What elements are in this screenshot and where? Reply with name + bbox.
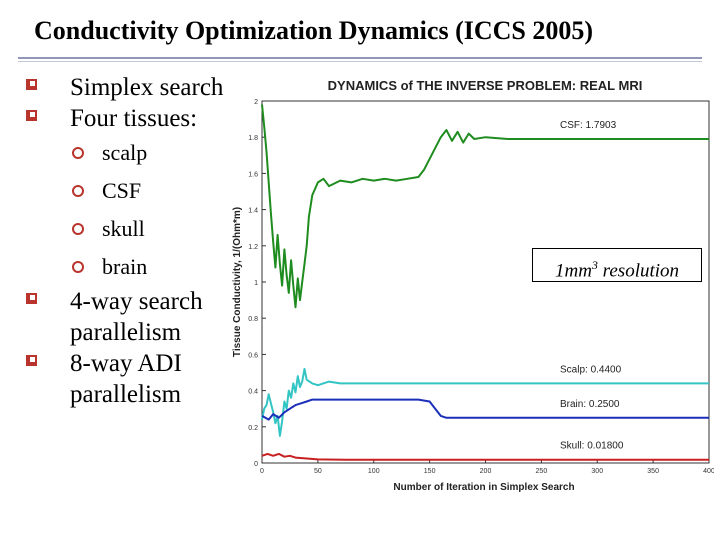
y-tick-label: 0.8	[248, 316, 258, 323]
bullet-text: Simplex search	[70, 74, 224, 101]
callout-text: 1mm	[554, 260, 592, 282]
bullet-text: 4-way search parallelism	[70, 288, 203, 346]
x-axis-label: Number of Iteration in Simplex Search	[393, 482, 574, 493]
y-tick-label: 1.8	[248, 135, 258, 142]
sub-bullet-item: scalp	[20, 134, 230, 172]
y-tick-label: 0.4	[248, 389, 258, 396]
sub-bullet-item: CSF	[20, 172, 230, 210]
bullet-item: Simplex search	[20, 72, 230, 103]
y-tick-label: 0.6	[248, 352, 258, 359]
conductivity-chart: DYNAMICS of THE INVERSE PROBLEM: REAL MR…	[232, 78, 714, 493]
series-line-scalp	[261, 367, 709, 437]
bullet-list: Simplex search Four tissues: scalp CSF s…	[20, 72, 230, 410]
bullet-item: 8-way ADI parallelism	[20, 348, 230, 410]
resolution-callout: 1mm3 resolution	[532, 248, 702, 282]
series-label-brain: Brain: 0.2500	[560, 399, 620, 410]
x-tick-label: 400	[703, 468, 714, 475]
y-axis-label: Tissue Conductivity, 1/(Ohm*m)	[232, 207, 243, 357]
square-bullet-icon	[26, 293, 37, 304]
square-bullet-icon	[26, 355, 37, 366]
bullet-item: 4-way search parallelism	[20, 286, 230, 348]
slide-title: Conductivity Optimization Dynamics (ICCS…	[34, 16, 594, 45]
callout-exponent: 3	[591, 258, 598, 272]
series-line-brain	[261, 398, 709, 421]
series-label-scalp: Scalp: 0.4400	[560, 364, 622, 375]
sub-bullet-text: skull	[102, 216, 145, 241]
y-tick-label: 1.4	[248, 208, 258, 215]
square-bullet-icon	[26, 79, 37, 90]
title-divider-shadow	[18, 61, 702, 62]
x-tick-label: 300	[591, 468, 603, 475]
series-line-skull	[261, 452, 709, 461]
y-tick-label: 1	[254, 280, 258, 287]
ring-bullet-icon	[72, 261, 84, 273]
x-tick-label: 200	[480, 468, 492, 475]
sub-bullet-text: scalp	[102, 140, 148, 165]
y-tick-label: 0.2	[248, 425, 258, 432]
sub-bullet-item: skull	[20, 210, 230, 248]
x-tick-label: 350	[647, 468, 659, 475]
x-tick-label: 50	[314, 468, 322, 475]
ring-bullet-icon	[72, 223, 84, 235]
y-tick-label: 2	[254, 99, 258, 106]
title-divider	[18, 57, 702, 59]
callout-suffix: resolution	[597, 260, 680, 282]
x-tick-label: 0	[260, 468, 264, 475]
ring-bullet-icon	[72, 185, 84, 197]
x-tick-label: 100	[368, 468, 380, 475]
sub-bullet-text: CSF	[102, 178, 142, 203]
chart-title: DYNAMICS of THE INVERSE PROBLEM: REAL MR…	[328, 78, 643, 93]
y-tick-label: 0	[254, 461, 258, 468]
x-tick-label: 150	[424, 468, 436, 475]
bullet-item: Four tissues:	[20, 103, 230, 134]
ring-bullet-icon	[72, 147, 84, 159]
x-tick-label: 250	[536, 468, 548, 475]
y-tick-label: 1.6	[248, 171, 258, 178]
bullet-text: Four tissues:	[70, 105, 198, 132]
series-line-csf	[261, 104, 709, 309]
y-tick-label: 1.2	[248, 244, 258, 251]
bullet-text: 8-way ADI parallelism	[70, 350, 182, 408]
sub-bullet-text: brain	[102, 254, 148, 279]
square-bullet-icon	[26, 110, 37, 121]
series-label-csf: CSF: 1.7903	[560, 120, 617, 131]
series-label-skull: Skull: 0.01800	[560, 441, 624, 452]
sub-bullet-item: brain	[20, 248, 230, 286]
